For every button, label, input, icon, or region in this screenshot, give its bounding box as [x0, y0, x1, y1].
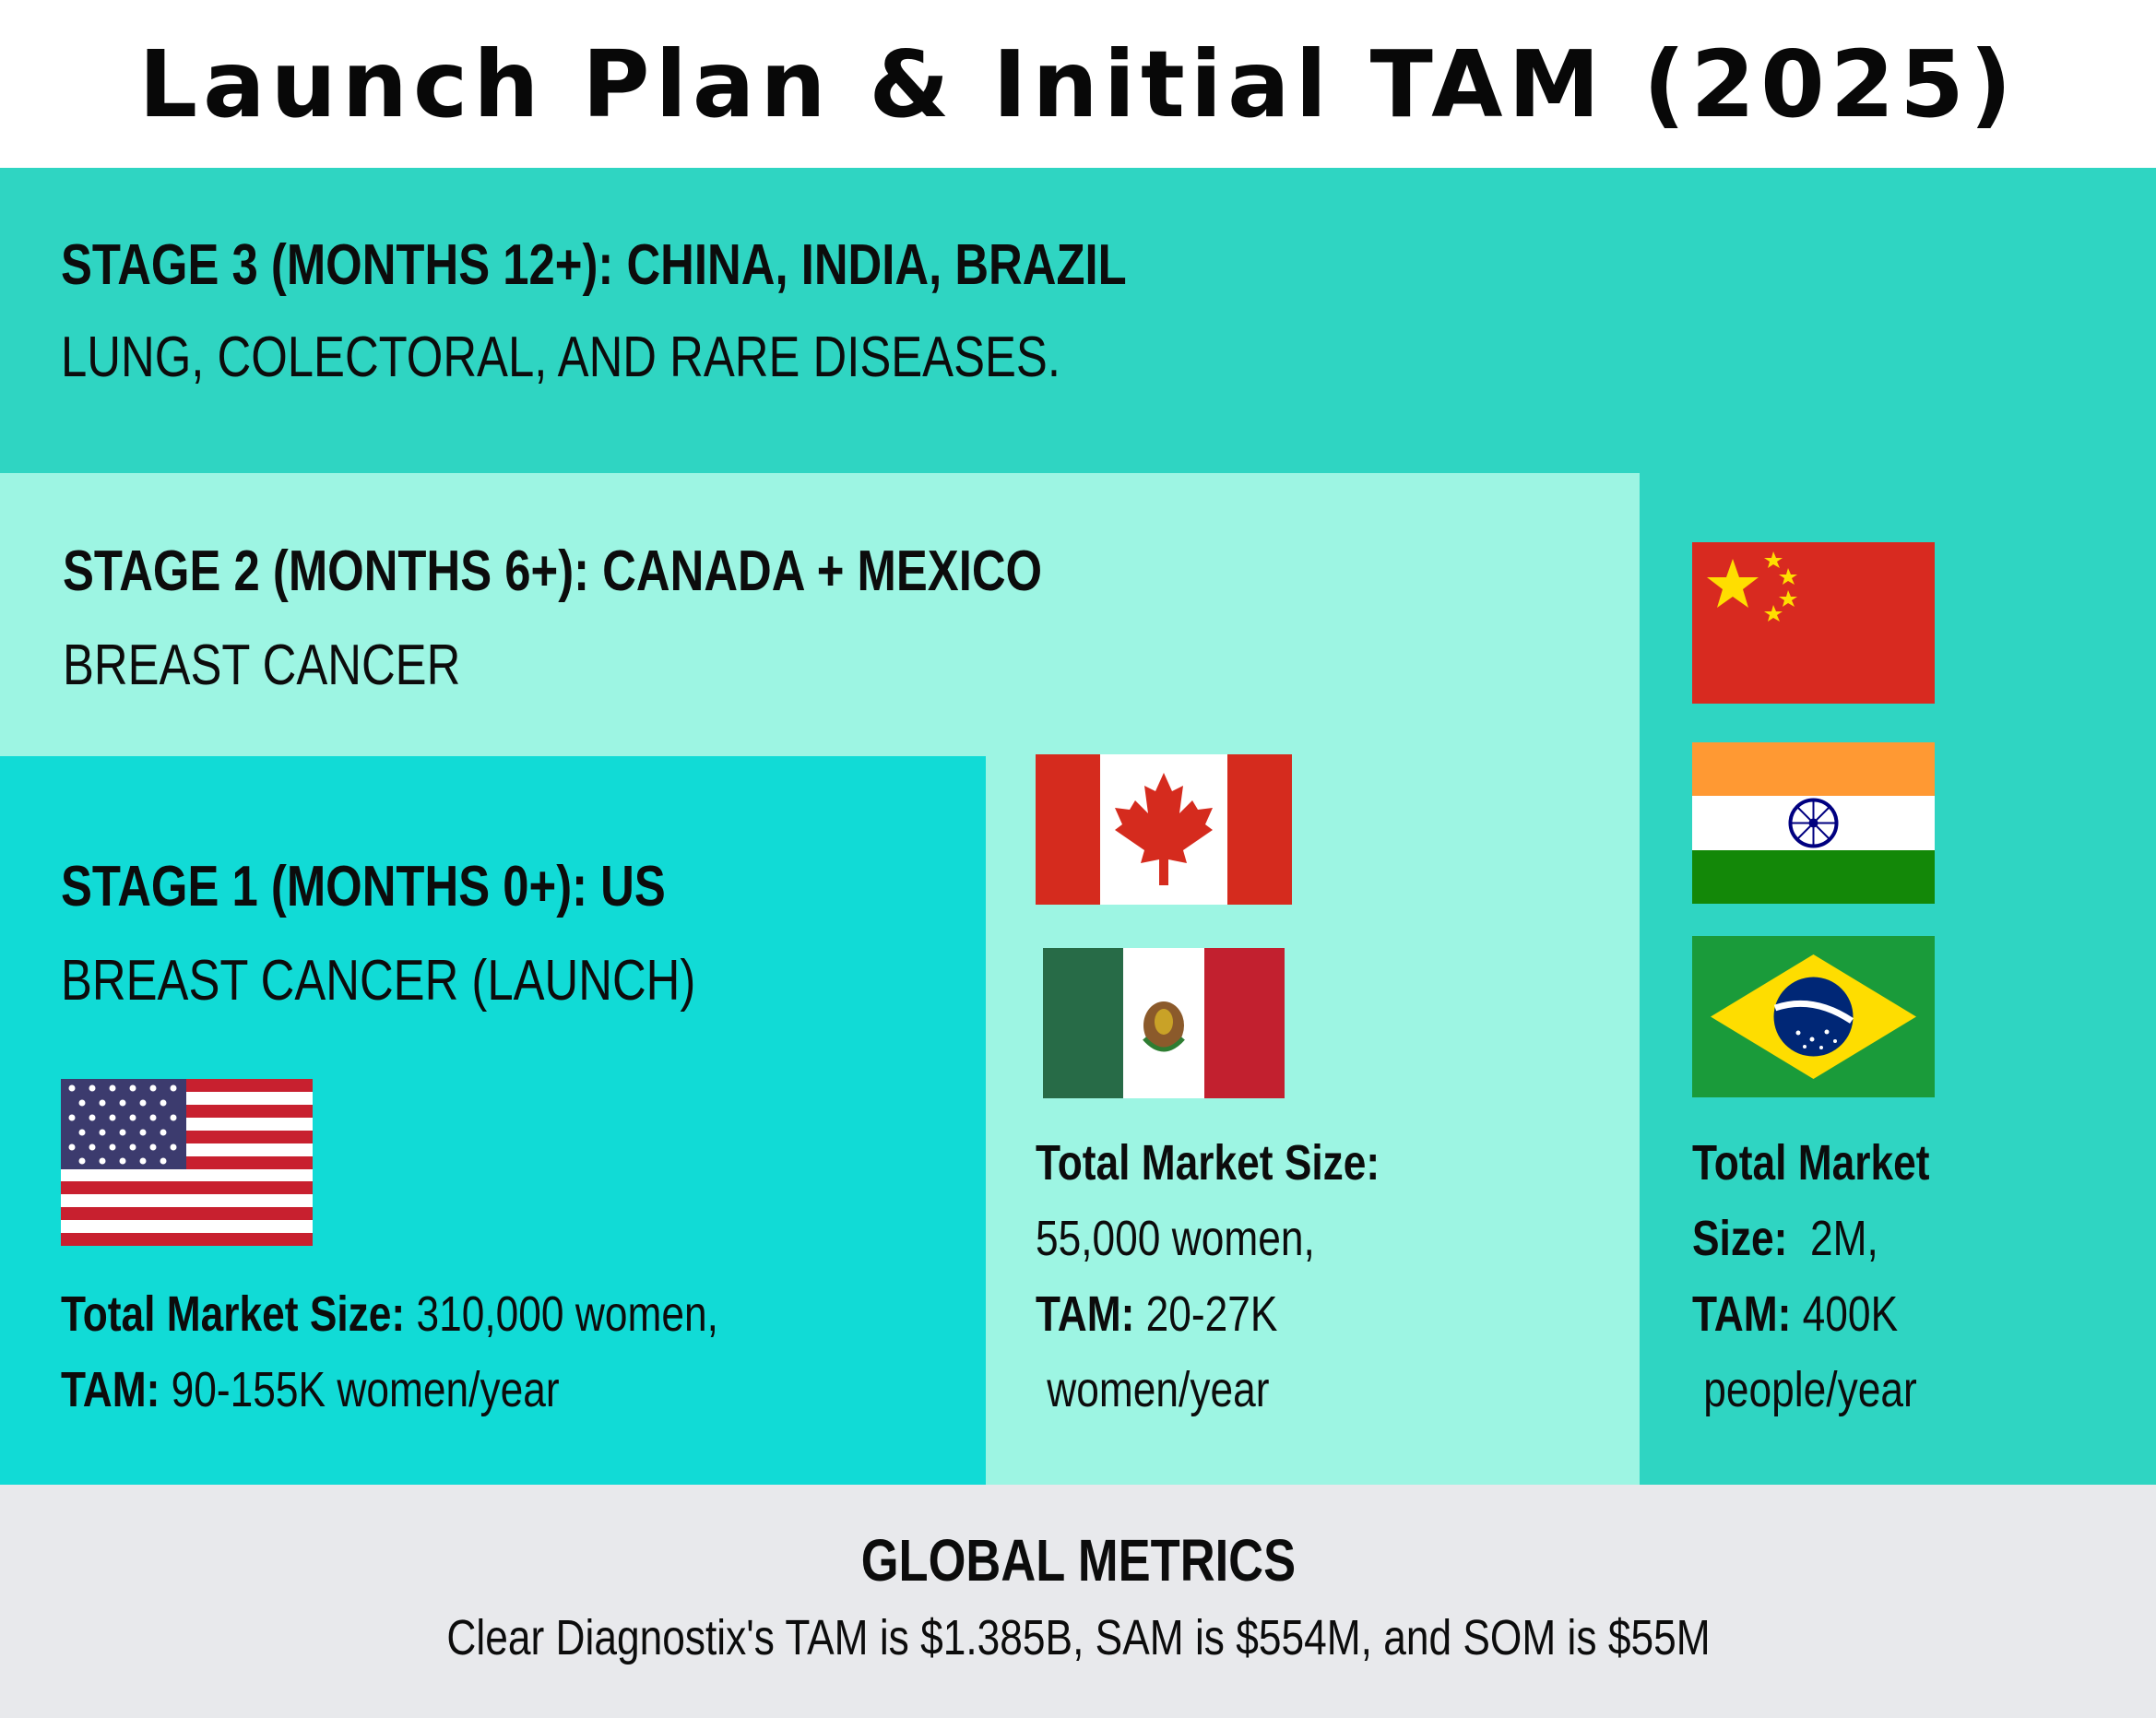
global-metrics-text: Clear Diagnostix's TAM is $1.385B, SAM i… [445, 1610, 1711, 1665]
stage-2-subheading: BREAST CANCER [63, 634, 461, 697]
stage-3-tam: TAM: 400K [1692, 1286, 1899, 1342]
page-title: Launch Plan & Initial TAM (2025) [138, 30, 2018, 138]
stage-2-tam-unit: women/year [1036, 1362, 1270, 1417]
stage-1-subheading: BREAST CANCER (LAUNCH) [61, 949, 696, 1013]
stage-2-market-size-label: Total Market Size: [1036, 1135, 1380, 1191]
global-metrics-title: GLOBAL METRICS [860, 1527, 1296, 1594]
stage-3-heading: STAGE 3 (MONTHS 12+): CHINA, INDIA, BRAZ… [61, 233, 1127, 297]
global-metrics-panel [0, 1485, 2156, 1718]
stage-1-heading: STAGE 1 (MONTHS 0+): US [61, 855, 666, 918]
mexico-flag-icon [1043, 948, 1285, 1098]
canada-flag-icon [1036, 754, 1292, 905]
us-flag-icon [61, 1079, 313, 1246]
brazil-flag-icon [1692, 936, 1935, 1097]
stage-2-heading: STAGE 2 (MONTHS 6+): CANADA + MEXICO [63, 539, 1043, 603]
stage-3-market-size: Size: 2M, [1692, 1211, 1878, 1266]
stage-1-tam: TAM: 90-155K women/year [61, 1362, 560, 1417]
stage-2-tam: TAM: 20-27K [1036, 1286, 1278, 1342]
stage-2-market-size-value: 55,000 women, [1036, 1211, 1315, 1266]
stage-3-subheading: LUNG, COLECTORAL, AND RARE DISEASES. [61, 326, 1060, 389]
china-flag-icon [1692, 542, 1935, 704]
stage-3-market-label: Total Market [1692, 1135, 1930, 1191]
stage-3-tam-unit: people/year [1692, 1362, 1917, 1417]
india-flag-icon [1692, 742, 1935, 904]
stage-1-market-size: Total Market Size: 310,000 women, [61, 1286, 718, 1342]
